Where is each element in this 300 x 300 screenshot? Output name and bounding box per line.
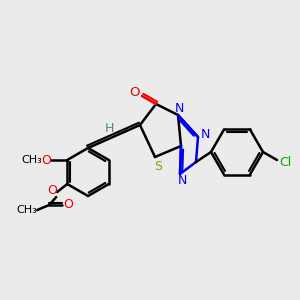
- Text: O: O: [47, 184, 57, 197]
- Text: CH₃: CH₃: [17, 205, 38, 215]
- Text: N: N: [200, 128, 210, 142]
- Text: Cl: Cl: [279, 157, 291, 169]
- Text: O: O: [130, 86, 140, 100]
- Text: O: O: [41, 154, 51, 166]
- Text: H: H: [104, 122, 114, 135]
- Text: S: S: [154, 160, 162, 172]
- Text: CH₃: CH₃: [22, 155, 43, 165]
- Text: N: N: [174, 101, 184, 115]
- Text: O: O: [63, 199, 73, 212]
- Text: N: N: [177, 175, 187, 188]
